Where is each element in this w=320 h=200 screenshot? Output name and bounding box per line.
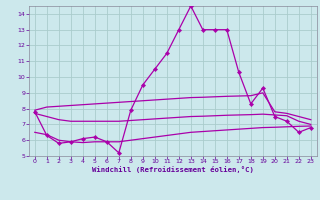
X-axis label: Windchill (Refroidissement éolien,°C): Windchill (Refroidissement éolien,°C) <box>92 166 254 173</box>
